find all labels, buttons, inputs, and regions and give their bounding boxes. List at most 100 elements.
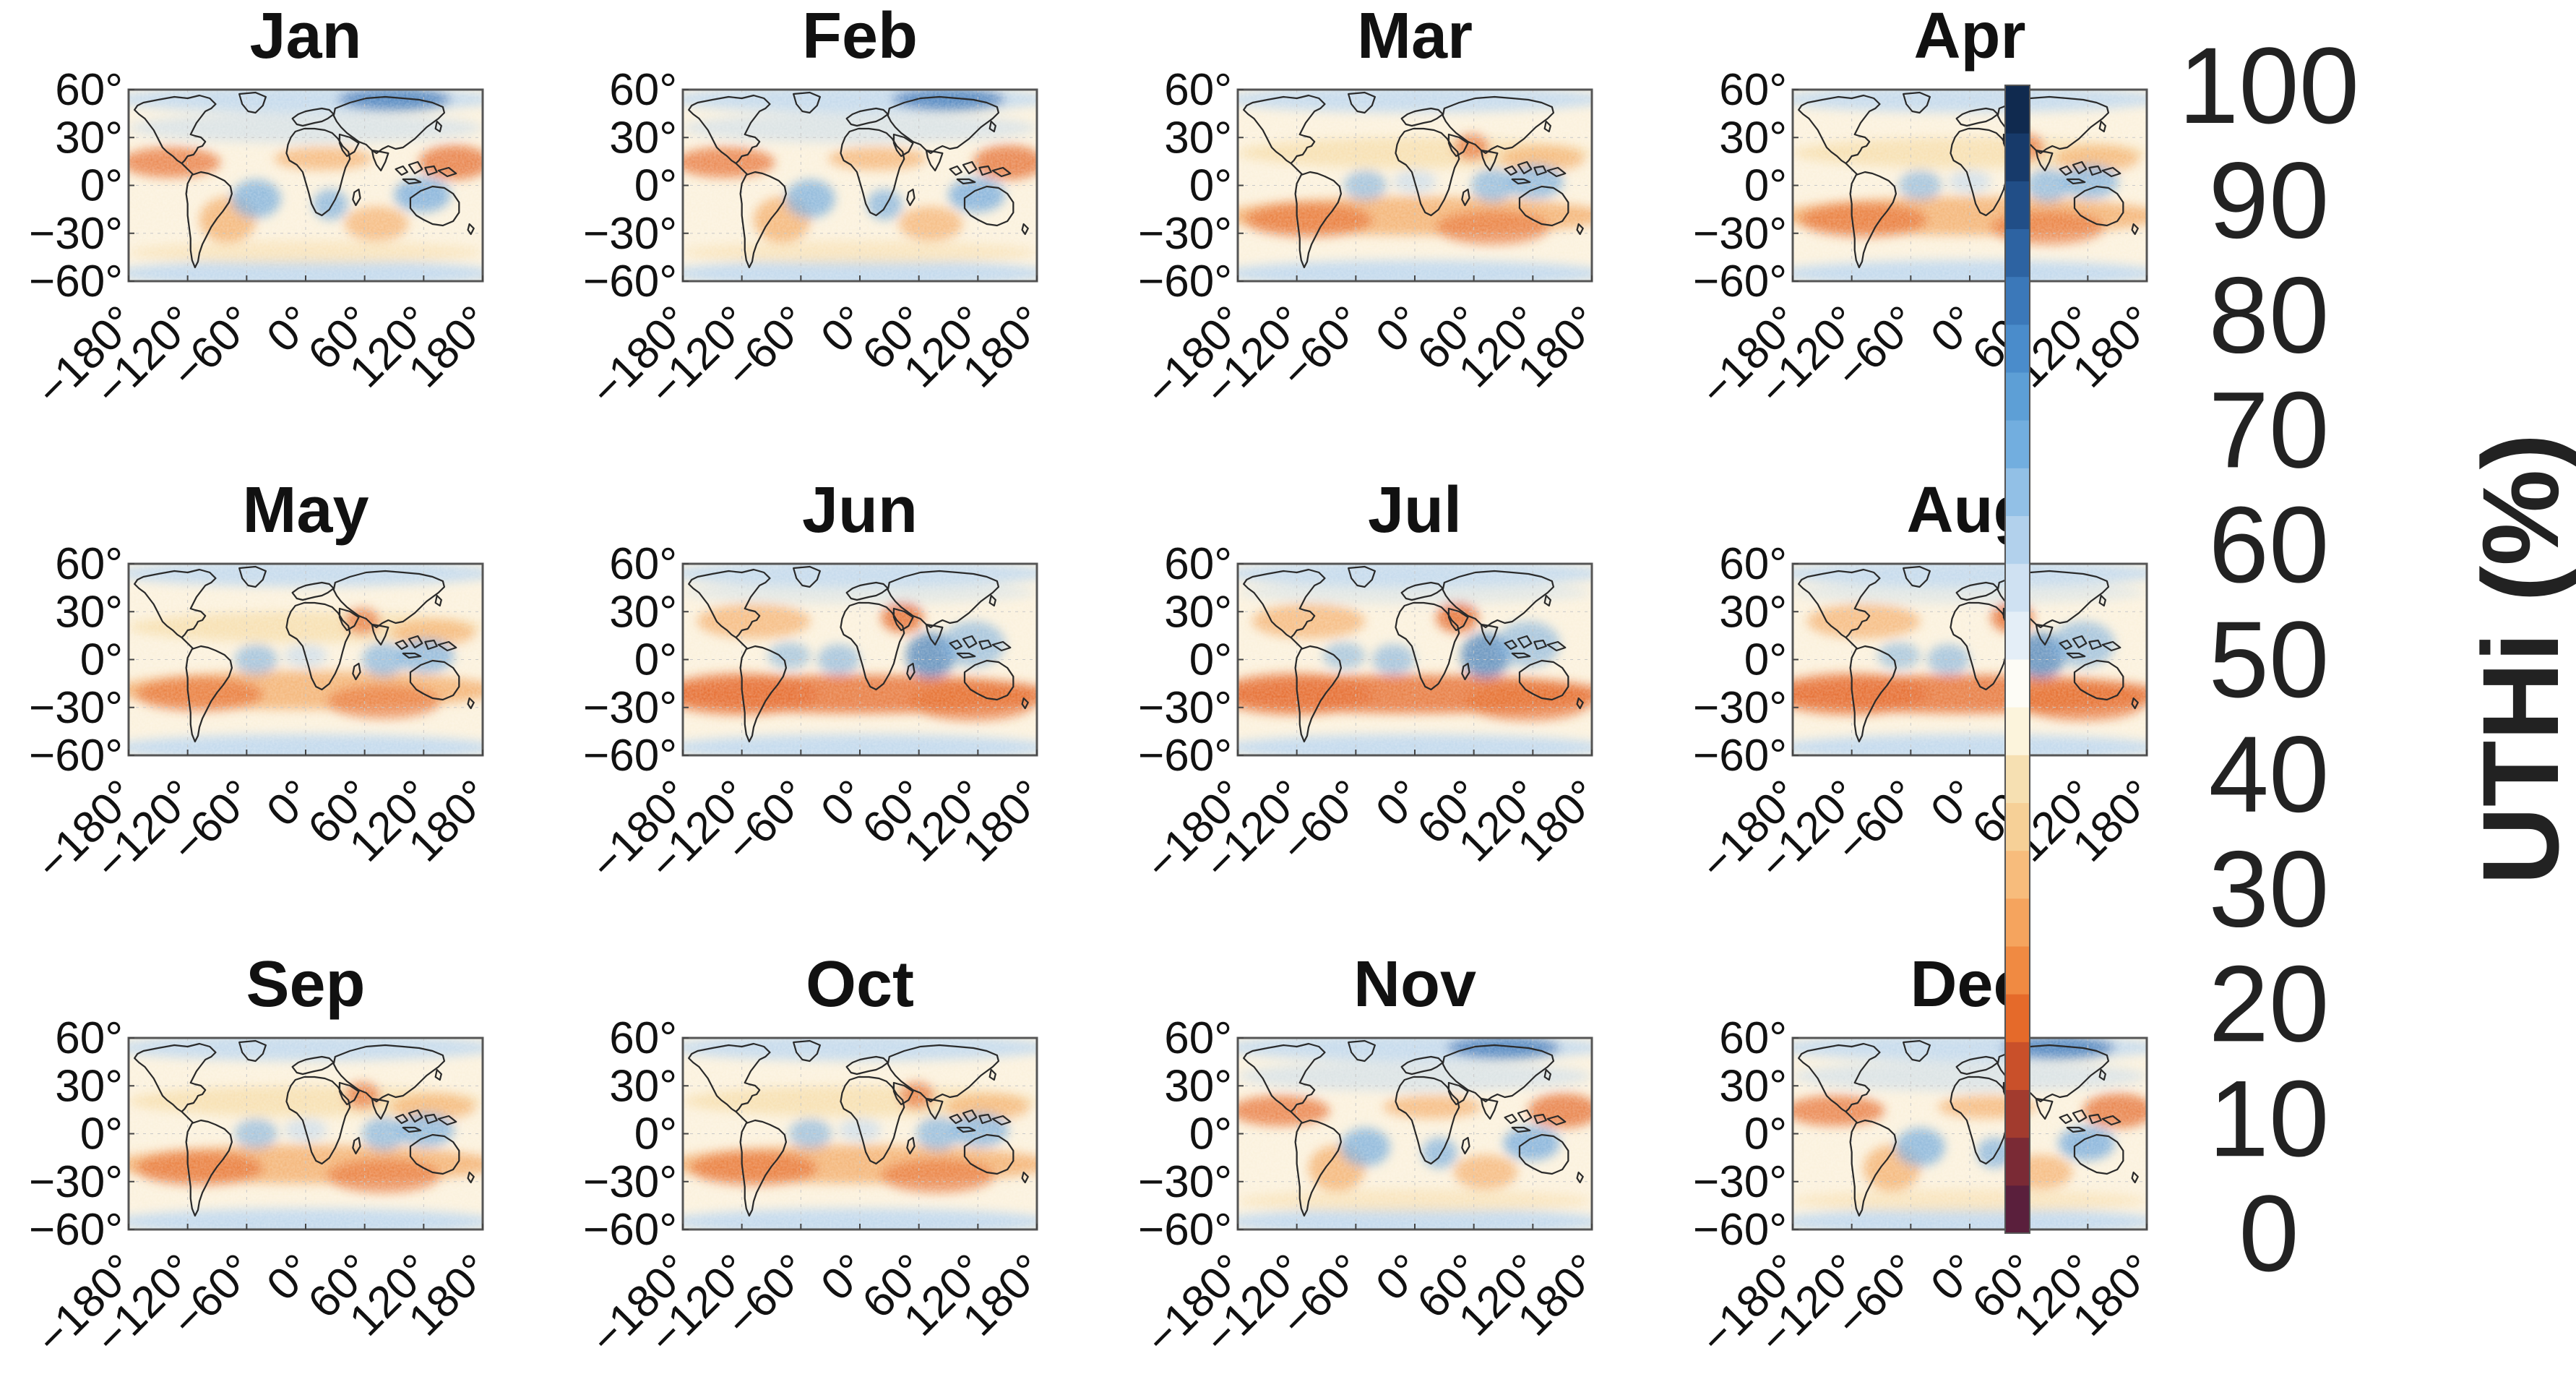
colorbar-tick-label: 60	[2209, 484, 2330, 605]
lat-tick-label: −60°	[1693, 1205, 1787, 1255]
colorbar-swatch	[2005, 1089, 2030, 1138]
lat-tick-label: 30°	[1164, 113, 1232, 163]
lat-tick-label: 30°	[55, 113, 123, 163]
colorbar-swatch	[2005, 372, 2030, 421]
lat-tick-label: −60°	[583, 257, 677, 306]
panel-title: Oct	[806, 948, 914, 1021]
lat-tick-label: −60°	[1693, 731, 1787, 781]
panel-title: Sep	[246, 948, 365, 1021]
lat-tick-label: −30°	[1693, 1157, 1787, 1207]
colorbar-tick-label: 70	[2209, 369, 2330, 490]
colorbar-swatch	[2005, 1042, 2030, 1090]
colorbar-swatch	[2005, 276, 2030, 325]
colorbar-tick-label: 100	[2179, 25, 2359, 146]
colorbar-swatch	[2005, 707, 2030, 755]
uthi-field	[683, 1038, 1037, 1229]
colorbar-swatch	[2005, 1137, 2030, 1186]
panel-title: Jun	[802, 474, 918, 546]
colorbar-swatch	[2005, 898, 2030, 947]
panel-title: May	[242, 474, 369, 546]
lat-tick-label: 30°	[1164, 587, 1232, 637]
colorbar-swatch	[2005, 420, 2030, 468]
uthi-field	[129, 564, 483, 755]
lat-tick-label: 30°	[1719, 113, 1787, 163]
lat-tick-label: 60°	[609, 1013, 677, 1063]
lat-tick-label: −30°	[1693, 683, 1787, 733]
colorbar-swatch	[2005, 802, 2030, 851]
uthi-field	[1238, 564, 1592, 755]
lat-tick-label: 60°	[1164, 65, 1232, 115]
colorbar-tick-label: 40	[2209, 713, 2330, 835]
colorbar-tick-label: 80	[2209, 254, 2330, 376]
colorbar-swatch	[2005, 324, 2030, 373]
panel-title: Feb	[802, 0, 918, 72]
lat-tick-label: 0°	[634, 1109, 677, 1159]
uthi-field	[683, 564, 1037, 755]
lat-tick-label: 30°	[609, 587, 677, 637]
colorbar-swatch	[2005, 468, 2030, 516]
lat-tick-label: 30°	[55, 1061, 123, 1111]
colorbar-tick-label: 90	[2209, 140, 2330, 261]
lat-tick-label: −60°	[1693, 257, 1787, 306]
colorbar-tick-label: 20	[2209, 943, 2330, 1064]
lat-tick-label: 30°	[1719, 1061, 1787, 1111]
lat-tick-label: 0°	[1744, 635, 1787, 685]
map-panel-dec: Dec60°30°0°−30°−60°−180°−120°−60°0°60°12…	[1691, 948, 2164, 1364]
lat-tick-label: −60°	[29, 731, 123, 781]
lat-tick-label: −60°	[1138, 731, 1232, 781]
lat-tick-label: 60°	[1719, 1013, 1787, 1063]
map-panel-jul: Jul60°30°0°−30°−60°−180°−120°−60°0°60°12…	[1136, 474, 1609, 890]
lat-tick-label: 60°	[1719, 539, 1787, 589]
colorbar-swatch	[2005, 228, 2030, 278]
colorbar-tick-label: 30	[2209, 828, 2330, 950]
lat-tick-label: −30°	[1138, 683, 1232, 733]
colorbar-swatch	[2005, 85, 2030, 134]
colorbar-swatch	[2005, 659, 2030, 708]
lat-tick-label: 60°	[1719, 65, 1787, 115]
lat-tick-label: 30°	[609, 1061, 677, 1111]
map-panel-jun: Jun60°30°0°−30°−60°−180°−120°−60°0°60°12…	[581, 474, 1054, 890]
colorbar-tick-label: 0	[2239, 1172, 2299, 1294]
lat-tick-label: 0°	[1189, 161, 1232, 211]
colorbar-swatch	[2005, 611, 2030, 660]
lat-tick-label: 60°	[609, 539, 677, 589]
map-panel-nov: Nov60°30°0°−30°−60°−180°−120°−60°0°60°12…	[1136, 948, 1609, 1364]
lat-tick-label: 0°	[1189, 1109, 1232, 1159]
lat-tick-label: 60°	[55, 1013, 123, 1063]
map-panel-apr: Apr60°30°0°−30°−60°−180°−120°−60°0°60°12…	[1691, 0, 2164, 416]
lat-tick-label: 30°	[1719, 587, 1787, 637]
lat-tick-label: 30°	[55, 587, 123, 637]
lat-tick-label: −60°	[29, 1205, 123, 1255]
uthi-field	[683, 90, 1037, 281]
lat-tick-label: 0°	[1189, 635, 1232, 685]
map-panel-sep: Sep60°30°0°−30°−60°−180°−120°−60°0°60°12…	[27, 948, 500, 1364]
lat-tick-label: 30°	[609, 113, 677, 163]
map-panel-mar: Mar60°30°0°−30°−60°−180°−120°−60°0°60°12…	[1136, 0, 1609, 416]
lat-tick-label: −60°	[29, 257, 123, 306]
panel-title: Mar	[1357, 0, 1473, 72]
lat-tick-label: −60°	[583, 731, 677, 781]
lat-tick-label: −60°	[1138, 257, 1232, 306]
colorbar-swatch	[2005, 994, 2030, 1042]
uthi-field	[1793, 564, 2147, 755]
colorbar-label: UTHi (%)	[2460, 434, 2576, 885]
colorbar-swatch	[2005, 946, 2030, 995]
lat-tick-label: −30°	[1138, 1157, 1232, 1207]
colorbar-swatch	[2005, 133, 2030, 181]
lat-tick-label: 0°	[80, 161, 123, 211]
lat-tick-label: 60°	[609, 65, 677, 115]
uthi-field	[1238, 1038, 1592, 1229]
uthi-field	[129, 1038, 483, 1229]
lat-tick-label: −30°	[583, 1157, 677, 1207]
lat-tick-label: 30°	[1164, 1061, 1232, 1111]
lat-tick-label: 60°	[55, 539, 123, 589]
lat-tick-label: 60°	[55, 65, 123, 115]
uthi-field	[129, 90, 483, 281]
lat-tick-label: 0°	[1744, 1109, 1787, 1159]
lat-tick-label: 0°	[80, 1109, 123, 1159]
map-panel-jan: Jan60°30°0°−30°−60°−180°−120°−60°0°60°12…	[27, 0, 500, 416]
lat-tick-label: 60°	[1164, 539, 1232, 589]
colorbar-tick-label: 50	[2209, 598, 2330, 720]
